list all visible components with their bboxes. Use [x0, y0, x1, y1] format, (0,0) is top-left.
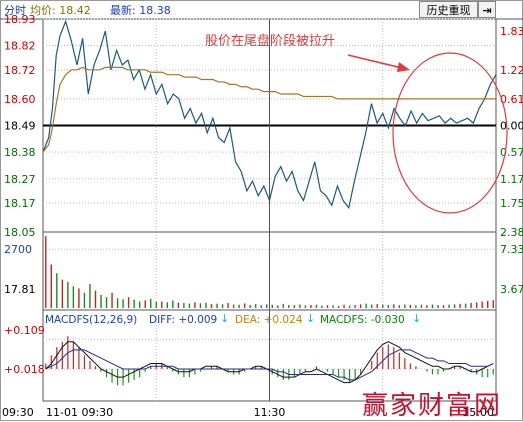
macd-arrow-icon: ↓ — [412, 312, 422, 325]
time-tick-label: 09:30 — [2, 406, 34, 419]
diff-arrow-icon: ↓ — [220, 312, 230, 325]
pct-tick-label: 0.61 — [500, 93, 523, 106]
pct-tick-label: 0.00 — [500, 120, 523, 133]
price-tick-label: 18.38 — [4, 146, 36, 159]
pct-tick-label: 1.22 — [500, 64, 523, 77]
time-tick-label: 11:30 — [254, 406, 286, 419]
macd-tick-label: +0.018 — [4, 363, 45, 376]
price-tick-label: 18.60 — [4, 93, 36, 106]
annotation-arrowhead — [397, 62, 410, 72]
annotation-layer — [347, 52, 508, 214]
annotation-arrow — [347, 54, 403, 69]
price-tick-label: 18.93 — [4, 13, 36, 26]
price-tick-label: 18.27 — [4, 173, 36, 186]
header-avg-price: 均价: 18.42 — [30, 4, 91, 17]
pct-tick-label: 2.38 — [500, 226, 523, 239]
volume-panel: 2700 17.81 7.33 3.67 — [4, 236, 523, 308]
dea-arrow-icon: ↓ — [306, 312, 316, 325]
volume-tick-label: 17.81 — [4, 283, 36, 296]
price-tick-label: 18.72 — [4, 64, 36, 77]
volume-right-tick: 3.67 — [500, 283, 523, 296]
macd-panel: +0.109 +0.018 — [4, 324, 496, 386]
pct-tick-label: 0.57 — [500, 146, 523, 159]
price-tick-label: 18.82 — [4, 40, 36, 53]
volume-tick-label: 2700 — [4, 243, 32, 256]
macd-legend-macdfs: MACDFS: -0.030 — [320, 314, 405, 326]
price-tick-label: 18.05 — [4, 226, 36, 239]
pct-tick-label: 1.75 — [500, 197, 523, 210]
macd-tick-label: +0.109 — [4, 324, 45, 337]
header-mode-label: 分时 — [4, 4, 26, 17]
dea-line — [45, 349, 494, 381]
macd-legend-dea: DEA: +0.024 — [235, 314, 303, 326]
macd-legend-diff: DIFF: +0.009 — [149, 314, 218, 326]
time-tick-label: 15:00 — [462, 406, 494, 419]
price-line — [42, 19, 497, 210]
pct-tick-label: 1.17 — [500, 173, 523, 186]
average-price-line — [42, 66, 496, 153]
time-tick-label: 11-01 09:30 — [46, 406, 113, 419]
price-panel — [42, 19, 497, 210]
right-arrow-icon[interactable]: ⇥ — [478, 1, 496, 18]
header-latest-price: 最新: 18.38 — [110, 4, 171, 17]
watermark-logo: 赢家财富网 — [362, 391, 503, 421]
diff-line — [45, 341, 494, 384]
macd-legend-name: MACDFS(12,26,9) — [45, 314, 138, 326]
pct-tick-label: 1.83 — [500, 25, 523, 38]
history-replay-button[interactable]: 历史重现 — [419, 1, 478, 18]
price-tick-label: 18.49 — [4, 120, 36, 133]
annotation-ellipse — [392, 52, 508, 214]
volume-right-tick: 7.33 — [500, 243, 523, 256]
price-tick-label: 18.17 — [4, 197, 36, 210]
annotation-text: 股价在尾盘阶段被拉升 — [205, 34, 336, 49]
